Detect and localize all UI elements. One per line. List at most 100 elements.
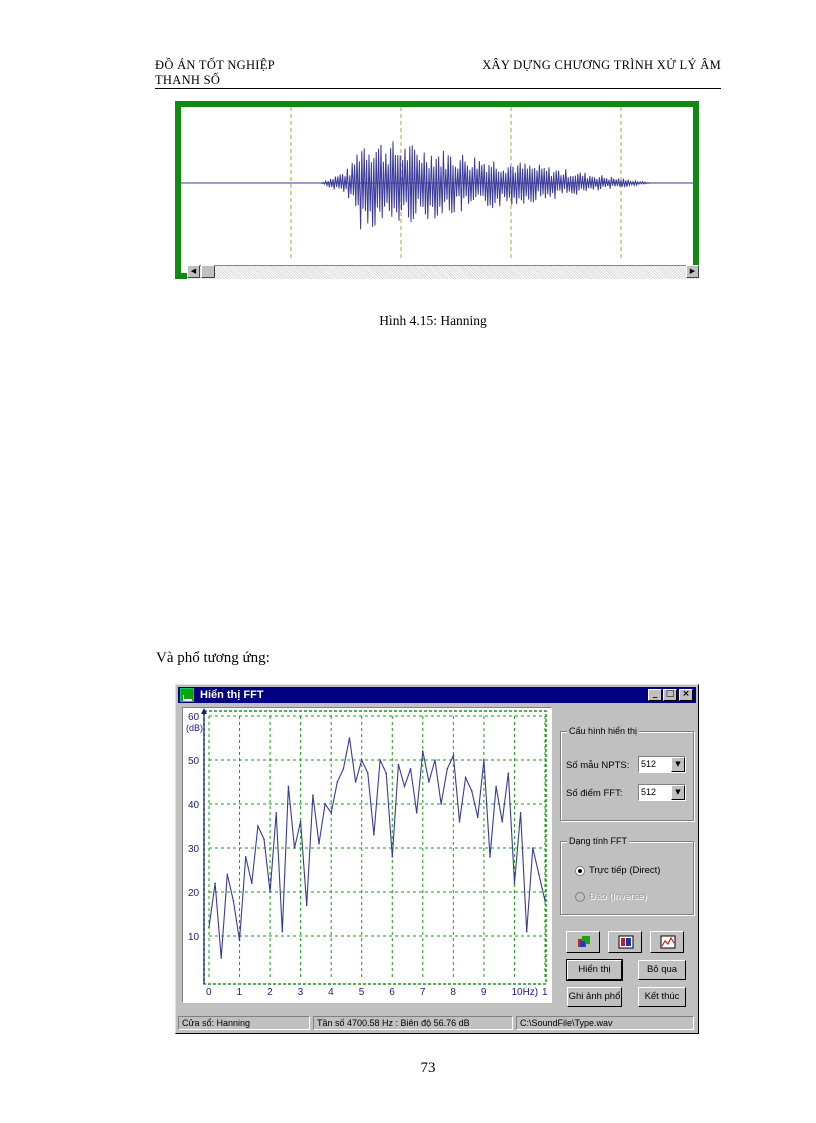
spectrum-point xyxy=(538,873,540,876)
spectrum-point xyxy=(403,785,406,788)
spectrum-point xyxy=(312,794,314,796)
y-tick-label: 50 xyxy=(188,756,200,767)
x-tick-label: 10Hz) xyxy=(511,987,538,998)
y-tick-label: 10 xyxy=(188,932,200,943)
spectrum-chart: 60 50 40 30 20 10 (dB) 0 1 2 3 4 5 6 7 8 9 10Hz) 1 xyxy=(186,708,548,998)
spectrum-point xyxy=(275,812,277,814)
fft-points-label: Số điểm FFT: xyxy=(566,788,623,799)
color-cube-icon xyxy=(578,936,590,947)
x-tick-label: 8 xyxy=(450,987,456,998)
fft-type-label: Dạng tính FFT xyxy=(567,835,630,847)
window-title: Hiển thị FFT xyxy=(200,689,264,701)
header-left-line1: ĐỒ ÁN TỐT NGHIỆP xyxy=(155,58,275,72)
y-tick-label: 30 xyxy=(188,844,200,855)
scroll-right-button[interactable]: ▶ xyxy=(686,265,699,278)
spectrum-point xyxy=(214,882,216,884)
figure-caption: Hình 4.15: Hanning xyxy=(379,313,487,328)
maximize-button[interactable]: □ xyxy=(663,689,677,701)
status-window: Cửa sổ: Hanning xyxy=(178,1016,310,1030)
spectrum-point xyxy=(397,763,400,766)
x-tick-label: 5 xyxy=(359,987,365,998)
skip-button[interactable]: Bỏ qua xyxy=(638,960,686,980)
display-config-label: Cấu hình hiển thị xyxy=(567,725,640,737)
spectrum-point xyxy=(373,834,375,836)
spectrum-point xyxy=(507,772,510,774)
spectrum-point xyxy=(232,900,235,902)
display-config-group: Cấu hình hiển thị Số mẫu NPTS: 512 ▼ Số … xyxy=(560,725,694,821)
x-tick-label: 4 xyxy=(328,987,334,998)
status-file: C:\SoundFile\Type.wav xyxy=(516,1016,694,1030)
waveform-svg xyxy=(181,107,693,259)
fft-window: Hiển thị FFT _ □ × 60 50 40 30 20 10 (dB) 0 1 2 3 4… xyxy=(175,684,699,1034)
y-tick-label: 40 xyxy=(188,800,200,811)
spectrum-point xyxy=(391,856,394,858)
end-button[interactable]: Kết thúc xyxy=(638,987,686,1007)
spectrum-point xyxy=(470,790,473,792)
scroll-left-button[interactable]: ◀ xyxy=(187,265,200,278)
header-right: XÂY DỰNG CHƯƠNG TRÌNH XỬ LÝ ÂM xyxy=(482,58,721,72)
show-button[interactable]: Hiển thị xyxy=(566,959,623,981)
waveform-scrollbar[interactable]: ◀ ▶ xyxy=(187,265,699,279)
npts-select[interactable]: 512 ▼ xyxy=(638,756,686,773)
palette-icon xyxy=(618,935,634,949)
graph-button[interactable] xyxy=(650,931,684,953)
fft-points-select[interactable]: 512 ▼ xyxy=(638,784,686,801)
header-left-line2: THANH SỐ xyxy=(155,73,221,87)
status-frequency: Tần số 4700.58 Hz : Biên độ 56.76 dB xyxy=(313,1016,513,1030)
y-tick-label: 60 xyxy=(188,712,200,723)
spectrum-point xyxy=(287,785,290,788)
radio-inverse-label[interactable]: Đảo (Inverse) xyxy=(589,891,647,902)
spectrum-point xyxy=(281,930,284,933)
spectrum-point xyxy=(336,781,339,783)
radio-direct[interactable] xyxy=(575,866,585,876)
header-left: ĐỒ ÁN TỐT NGHIỆP THANH SỐ xyxy=(155,58,275,88)
save-spectrum-button[interactable]: Ghi ảnh phổ xyxy=(567,987,622,1007)
spectrum-point xyxy=(501,820,504,823)
x-tick-label: 9 xyxy=(481,987,487,998)
app-icon xyxy=(180,688,194,702)
spectrum-point xyxy=(440,803,442,805)
spectrum-point xyxy=(409,768,412,770)
spectrum-point xyxy=(519,812,522,814)
spectrum-point xyxy=(354,781,357,783)
scrollbar-thumb[interactable] xyxy=(201,265,215,278)
spectrum-point xyxy=(458,820,461,823)
close-button[interactable]: × xyxy=(679,689,693,701)
spectrum-point xyxy=(495,785,497,788)
spectrum-point xyxy=(226,873,229,876)
fft-points-value: 512 xyxy=(641,787,657,797)
color-cube-button[interactable] xyxy=(566,931,600,953)
spectrum-point xyxy=(489,856,491,858)
intro-paragraph: Và phổ tương ứng: xyxy=(156,650,270,666)
y-tick-label: 20 xyxy=(188,888,200,899)
spectrum-point xyxy=(360,759,363,761)
fft-type-group: Dạng tính FFT Trực tiếp (Direct) Đảo (In… xyxy=(560,835,694,915)
palette-button[interactable] xyxy=(608,931,642,953)
radio-inverse[interactable] xyxy=(575,892,585,902)
spectrum-series-0 xyxy=(208,737,546,959)
spectrum-point xyxy=(251,882,253,884)
page-number: 73 xyxy=(420,1060,436,1076)
spectrum-point xyxy=(367,772,369,774)
x-tick-label: 1 xyxy=(542,987,548,998)
spectrum-point xyxy=(385,772,387,774)
title-bar[interactable]: Hiển thị FFT _ □ × xyxy=(178,687,696,703)
scrollbar-track[interactable] xyxy=(187,265,699,279)
spectrum-point xyxy=(238,939,241,942)
minimize-button[interactable]: _ xyxy=(648,689,662,701)
chevron-down-icon[interactable]: ▼ xyxy=(671,757,685,772)
spectrum-point xyxy=(257,825,259,827)
spectrum-point xyxy=(452,754,455,757)
spectrum-point xyxy=(305,904,308,906)
spectrum-point xyxy=(513,882,516,884)
spectrum-point xyxy=(415,812,418,814)
x-tick-label: 0 xyxy=(206,987,212,998)
plot-border xyxy=(203,710,547,985)
spectrum-point xyxy=(299,820,302,823)
x-tick-label: 1 xyxy=(237,987,243,998)
radio-direct-label[interactable]: Trực tiếp (Direct) xyxy=(589,865,661,876)
spectrum-point xyxy=(428,781,430,783)
y-axis-arrow xyxy=(201,708,207,714)
waveform-figure: ◀ ▶ xyxy=(175,101,699,279)
chevron-down-icon[interactable]: ▼ xyxy=(671,785,685,800)
